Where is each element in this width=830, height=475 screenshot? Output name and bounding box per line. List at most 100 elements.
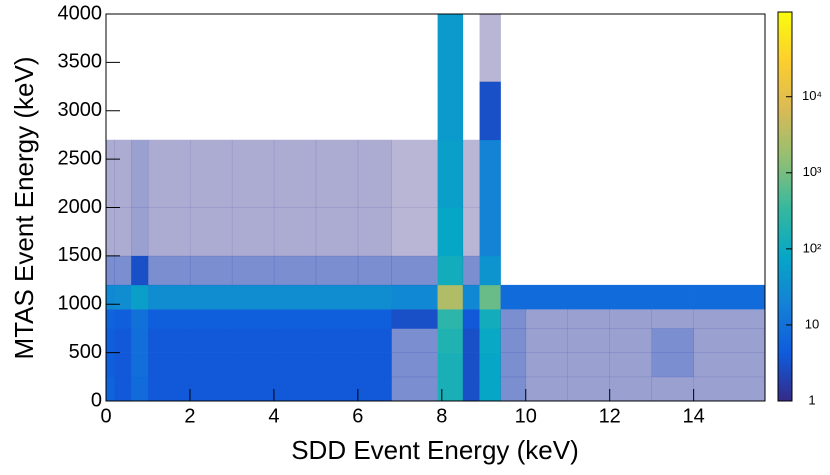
colorbar-segment	[778, 44, 792, 49]
heat-cell	[500, 309, 527, 329]
colorbar-tick-label: 1	[808, 392, 815, 407]
colorbar-segment	[778, 258, 792, 263]
heat-cell	[462, 376, 480, 402]
heat-cell	[189, 328, 233, 353]
heat-cell	[273, 309, 317, 329]
x-tick-label: 0	[100, 405, 111, 427]
colorbar-segment	[778, 222, 792, 227]
heat-cell	[437, 81, 464, 141]
colorbar-segment	[778, 384, 792, 389]
colorbar-segment	[778, 255, 792, 259]
heat-cell	[315, 376, 359, 402]
heat-cell	[231, 284, 275, 310]
colorbar-segment	[778, 99, 792, 104]
colorbar-segment	[778, 268, 792, 272]
colorbar-segment	[778, 76, 792, 81]
heat-cell	[273, 139, 317, 208]
colorbar-segment	[778, 157, 792, 162]
colorbar-segment	[778, 174, 792, 178]
heat-cell	[567, 284, 610, 310]
colorbar-segment	[778, 183, 792, 188]
colorbar-segment	[778, 60, 792, 65]
colorbar-segment	[778, 368, 792, 373]
colorbar-segment	[778, 365, 792, 370]
heat-cell	[357, 376, 392, 402]
heat-cell	[479, 139, 501, 208]
colorbar-segment	[778, 381, 792, 386]
heat-cell	[462, 255, 480, 286]
colorbar-segment	[778, 323, 792, 327]
colorbar-segment	[778, 287, 792, 292]
x-tick-label: 8	[436, 405, 447, 427]
heat-cell	[315, 284, 359, 310]
colorbar-segment	[778, 326, 792, 331]
heat-cell	[231, 352, 275, 378]
colorbar-tick-label: 10⁴	[802, 88, 822, 103]
heat-cell	[106, 309, 115, 329]
colorbar-segment	[778, 319, 792, 324]
colorbar-segment	[778, 349, 792, 353]
colorbar-segment	[778, 18, 792, 23]
heat-cell	[231, 255, 275, 286]
colorbar-segment	[778, 358, 792, 363]
heat-cell	[462, 139, 480, 208]
heat-cell	[391, 376, 438, 402]
colorbar-segment	[778, 332, 792, 337]
colorbar-segment	[778, 106, 792, 110]
heat-cell	[131, 139, 149, 208]
heat-cell	[479, 376, 501, 402]
y-tick-label: 500	[69, 341, 102, 363]
colorbar-segment	[778, 54, 792, 58]
heat-cell	[651, 309, 694, 329]
colorbar-segment	[778, 102, 792, 107]
colorbar-segment	[778, 219, 792, 224]
heat-cell	[147, 376, 191, 402]
heat-cell	[567, 376, 610, 402]
heat-cell	[231, 309, 275, 329]
heat-cell	[131, 352, 149, 378]
heat-cell	[525, 376, 569, 402]
colorbar-segment	[778, 122, 792, 126]
colorbar-segment	[778, 355, 792, 360]
heat-cell	[273, 207, 317, 257]
heat-cell	[315, 139, 359, 208]
colorbar-segment	[778, 342, 792, 347]
heat-cell	[391, 255, 438, 286]
heat-cell	[357, 328, 392, 353]
colorbar-segment	[778, 362, 792, 366]
colorbar-segment	[778, 245, 792, 250]
colorbar-segment	[778, 310, 792, 314]
heat-cell	[147, 284, 191, 310]
x-tick-label: 10	[515, 405, 537, 427]
colorbar-tick-label: 10²	[803, 240, 822, 255]
heat-cell	[114, 255, 132, 286]
colorbar-segment	[778, 281, 792, 285]
colorbar-segment	[778, 242, 792, 246]
colorbar-segment	[778, 394, 792, 399]
colorbar-segment	[778, 12, 792, 16]
colorbar-segment	[778, 164, 792, 169]
colorbar-segment	[778, 37, 792, 42]
heat-cell	[500, 352, 527, 378]
colorbar-segment	[778, 290, 792, 295]
colorbar-segment	[778, 203, 792, 207]
heat-cell	[479, 255, 501, 286]
heat-cell	[231, 207, 275, 257]
colorbar-segment	[778, 225, 792, 230]
heat-cell	[437, 139, 464, 208]
colorbar-segment	[778, 251, 792, 256]
colorbar-segment	[778, 339, 792, 344]
colorbar-segment	[778, 151, 792, 156]
heat-cell	[273, 284, 317, 310]
colorbar-segment	[778, 329, 792, 334]
colorbar-segment	[778, 28, 792, 32]
heat-cell	[189, 139, 233, 208]
colorbar-segment	[778, 261, 792, 266]
colorbar-segment	[778, 235, 792, 240]
colorbar-segment	[778, 336, 792, 340]
colorbar-segment	[778, 375, 792, 379]
heat-cell	[437, 207, 464, 257]
heat-cell	[525, 352, 569, 378]
colorbar-segment	[778, 80, 792, 84]
